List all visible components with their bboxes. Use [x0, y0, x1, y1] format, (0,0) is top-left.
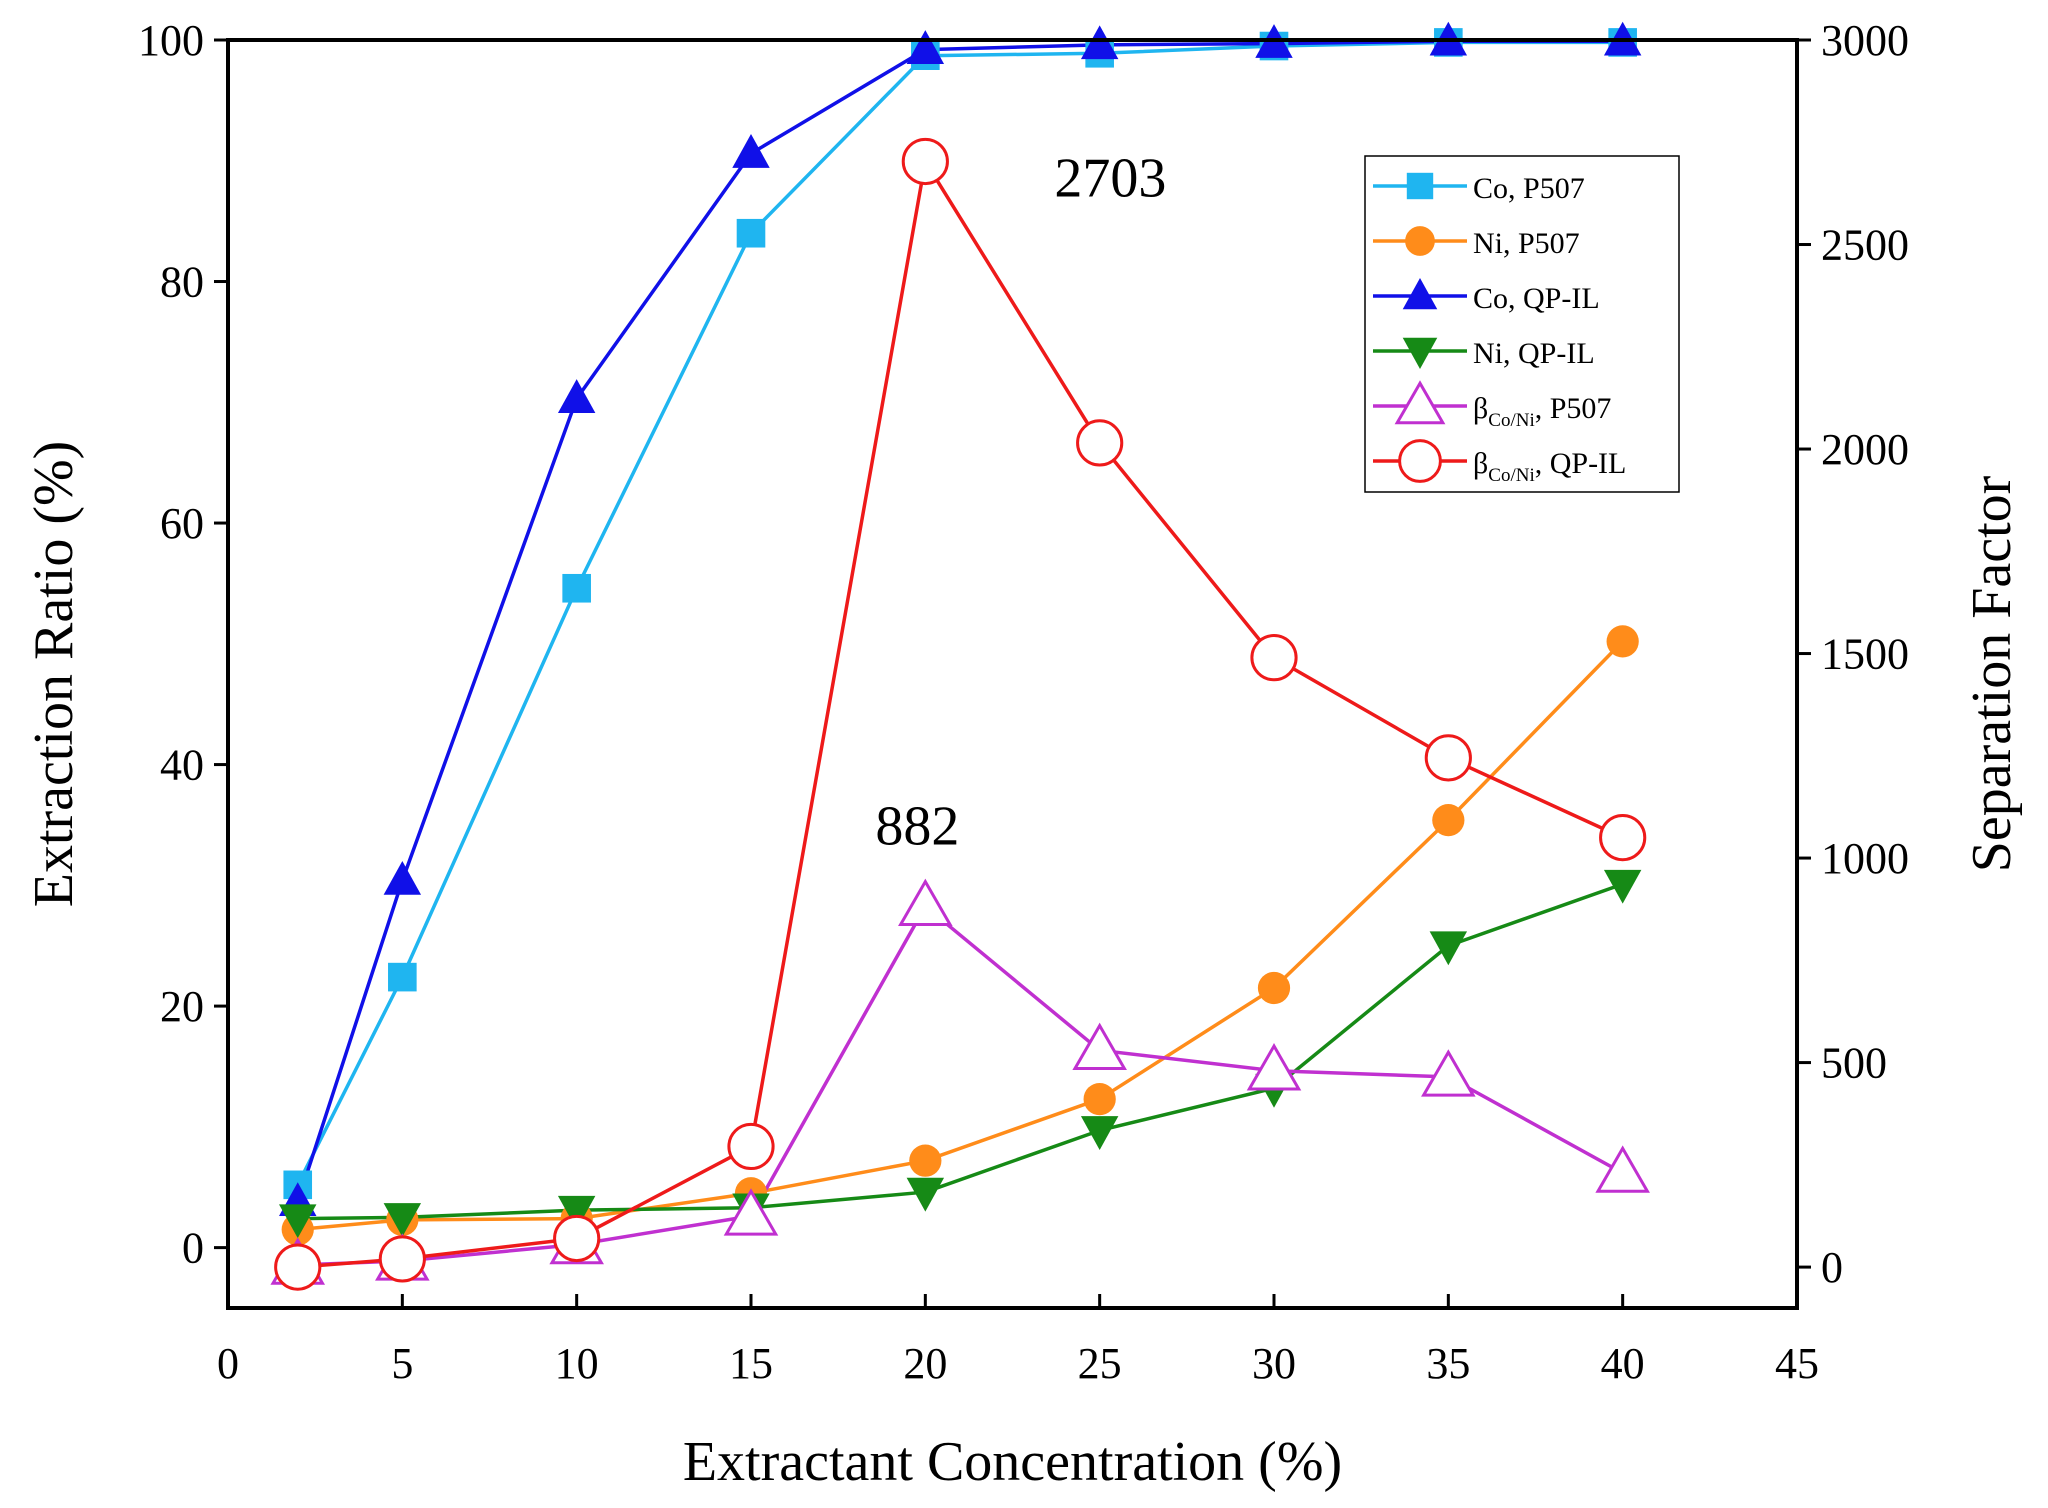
legend-label: Ni, QP-IL: [1473, 337, 1595, 370]
y-left-tick-label: 100: [138, 16, 204, 65]
series-1-co-p507-point: [388, 962, 417, 992]
y-left-tick-label: 0: [182, 1224, 204, 1273]
series-6-qp-il-point: [1250, 634, 1298, 682]
x-tick-label: 15: [729, 1339, 773, 1388]
legend-label-subscript: Co/Ni: [1488, 465, 1534, 486]
x-axis-title: Extractant Concentration (%): [683, 1431, 1342, 1493]
series-3-co-qp-il-point: [557, 379, 596, 413]
series-4-ni-qp-il-point: [1429, 931, 1468, 966]
annotation-label: 2703: [1054, 147, 1166, 209]
series-5-p507-point: [1072, 1022, 1127, 1071]
series-5-p507-point: [898, 878, 953, 927]
legend-label: βCo/Ni, P507: [1473, 392, 1611, 431]
legend-swatch-marker: [1394, 380, 1446, 425]
series-5-p507-line: [297, 904, 1624, 1267]
series-4-ni-qp-il-point: [1603, 869, 1642, 904]
markers-layer: [270, 21, 1650, 1291]
legend-label-prefix: β: [1473, 447, 1488, 480]
legend-label-suffix: , QP-IL: [1535, 447, 1627, 480]
series-3-co-qp-il-point: [732, 134, 770, 168]
series-2-ni-p507-point: [909, 1144, 942, 1177]
y-right-tick-label: 500: [1821, 1039, 1887, 1088]
annotations-layer: 2703 882: [875, 147, 1166, 857]
ticks-layer: [214, 38, 1811, 1308]
series-4-ni-qp-il-point: [279, 1204, 317, 1239]
series-3-co-qp-il-point: [383, 861, 422, 895]
x-tick-label: 10: [555, 1339, 599, 1388]
x-tick-label: 25: [1078, 1339, 1122, 1388]
y-right-tick-label: 3000: [1821, 16, 1909, 65]
y-axis-right-title: Separation Factor: [1961, 475, 2023, 872]
y-right-tick-label: 1500: [1821, 630, 1909, 679]
y-left-tick-label: 60: [160, 499, 204, 548]
y-axis-left-title: Extraction Ratio (%): [23, 441, 85, 908]
series-6-qp-il-point: [1076, 419, 1124, 467]
series-5-p507-point: [723, 1188, 779, 1236]
x-tick-label: 45: [1775, 1339, 1819, 1388]
series-4-ni-qp-il-point: [906, 1177, 945, 1212]
series-1-co-p507-point: [736, 218, 766, 248]
series-5-p507-point: [1421, 1049, 1476, 1097]
tick-labels-layer: 0 5 10 15 20 25 30 35 40 450204060801000500100015…: [138, 16, 1909, 1388]
series-6-qp-il-point: [727, 1122, 775, 1171]
series-6-qp-il-point: [378, 1235, 426, 1283]
legend-swatch-marker: [1402, 278, 1438, 310]
series-2-ni-p507-point: [1432, 804, 1465, 837]
legend-label: Co, QP-IL: [1473, 282, 1600, 315]
series-6-qp-il-point: [1599, 814, 1647, 862]
legend-label: Co, P507: [1473, 172, 1585, 205]
legend-label-subscript: Co/Ni: [1488, 410, 1534, 431]
series-2-ni-p507-point: [1083, 1082, 1116, 1116]
y-left-tick-label: 20: [160, 982, 204, 1031]
y-right-tick-label: 2500: [1821, 221, 1909, 270]
series-6-qp-il-point: [1424, 734, 1472, 782]
legend-swatch-marker: [1398, 439, 1442, 483]
legend-swatch-marker: [1406, 172, 1434, 200]
y-right-tick-label: 1000: [1821, 834, 1909, 883]
x-tick-label: 30: [1252, 1339, 1296, 1388]
y-left-tick-label: 80: [160, 258, 204, 307]
x-tick-label: 20: [903, 1339, 947, 1388]
legend-box: [1364, 155, 1680, 493]
x-tick-label: 0: [217, 1339, 239, 1388]
series-3-co-qp-il-point: [1080, 25, 1119, 60]
x-tick-label: 40: [1601, 1339, 1645, 1388]
legend-swatch-marker: [1402, 337, 1438, 369]
x-tick-label: 5: [391, 1339, 413, 1388]
legend-label-suffix: , P507: [1535, 392, 1612, 425]
x-tick-label: 35: [1426, 1339, 1470, 1388]
annotation-label: 882: [875, 795, 959, 857]
series-4-ni-qp-il-point: [383, 1203, 422, 1237]
series-4-ni-qp-il-point: [557, 1195, 596, 1230]
series-3-co-qp-il-point: [906, 30, 945, 64]
y-left-tick-label: 40: [160, 741, 204, 790]
legend-label: Ni, P507: [1473, 227, 1580, 260]
series-1-co-p507-point: [562, 573, 591, 603]
y-right-tick-label: 0: [1821, 1243, 1843, 1292]
series-6-qp-il-point: [901, 137, 949, 186]
series-2-ni-p507-point: [1606, 625, 1639, 658]
series-5-p507-point: [1595, 1145, 1650, 1193]
y-right-tick-label: 2000: [1821, 425, 1909, 474]
legend-swatch-marker: [1405, 226, 1435, 256]
plot-frame: [226, 38, 1799, 1310]
series-2-ni-p507-point: [1257, 971, 1291, 1005]
legend-label-prefix: β: [1473, 392, 1488, 425]
series-5-p507-point: [1246, 1043, 1302, 1091]
series-6-qp-il-point: [553, 1214, 601, 1263]
series-4-ni-qp-il-point: [1080, 1116, 1119, 1150]
legend-label: βCo/Ni, QP-IL: [1473, 447, 1626, 486]
series-6-qp-il-point: [274, 1243, 322, 1291]
